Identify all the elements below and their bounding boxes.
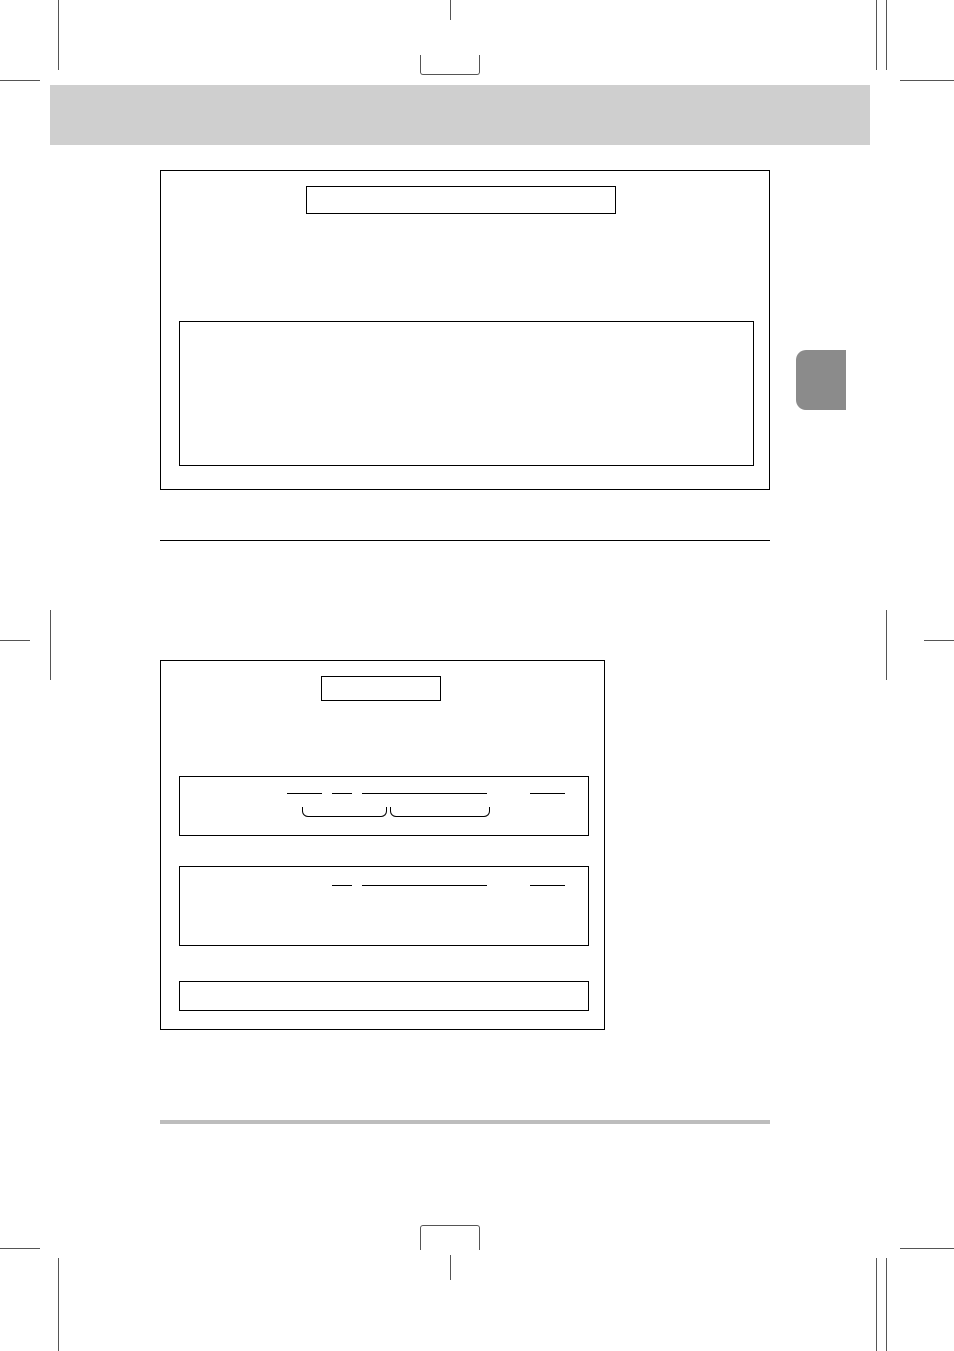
crop-mark-top-left-h (0, 80, 40, 81)
footer-rule (160, 1120, 770, 1124)
crop-mark-top-right-v1 (876, 0, 877, 70)
crop-mark-top-right-h (900, 80, 954, 81)
panel-b-row2-u3 (530, 885, 565, 886)
panel-b-row1-u4 (530, 793, 565, 794)
panel-b (160, 660, 605, 1030)
crop-mark-mid-right-v (886, 610, 887, 680)
panel-a-title-field[interactable] (306, 186, 616, 214)
crop-mark-bot-left-h (0, 1248, 40, 1249)
panel-b-bottom-field[interactable] (179, 981, 589, 1011)
crop-mark-mid-left-h (0, 640, 30, 641)
crop-mark-bot-left-v (58, 1258, 59, 1351)
crop-mark-bot-center-tick (450, 1255, 451, 1280)
crop-mark-mid-left-v (50, 610, 51, 680)
panel-b-row1-u1 (287, 793, 322, 794)
panel-b-title-field[interactable] (321, 676, 441, 701)
panel-b-row1-u2 (332, 793, 352, 794)
panel-b-row1-u3 (362, 793, 487, 794)
panel-a (160, 170, 770, 490)
panel-b-row2-u1 (332, 885, 352, 886)
crop-mark-bot-right-v2 (886, 1258, 887, 1351)
crop-mark-top-center-tick (450, 0, 451, 20)
crop-mark-bot-center-box (420, 1225, 480, 1250)
panel-b-row1-bracket1 (302, 807, 387, 817)
crop-mark-bot-right-v1 (876, 1258, 877, 1351)
crop-mark-mid-right-h (924, 640, 954, 641)
panel-a-body-field[interactable] (179, 321, 754, 466)
crop-mark-bot-right-h (900, 1248, 954, 1249)
panel-b-row2[interactable] (179, 866, 589, 946)
panel-b-row1-bracket2 (390, 807, 490, 817)
crop-mark-top-center-box (420, 55, 480, 75)
crop-mark-top-right-v2 (886, 0, 887, 70)
panel-b-row2-u2 (362, 885, 487, 886)
header-strip (50, 85, 870, 145)
section-divider (160, 540, 770, 541)
page-side-tab (796, 350, 846, 410)
panel-b-row1[interactable] (179, 776, 589, 836)
crop-mark-top-left-v (58, 0, 59, 70)
